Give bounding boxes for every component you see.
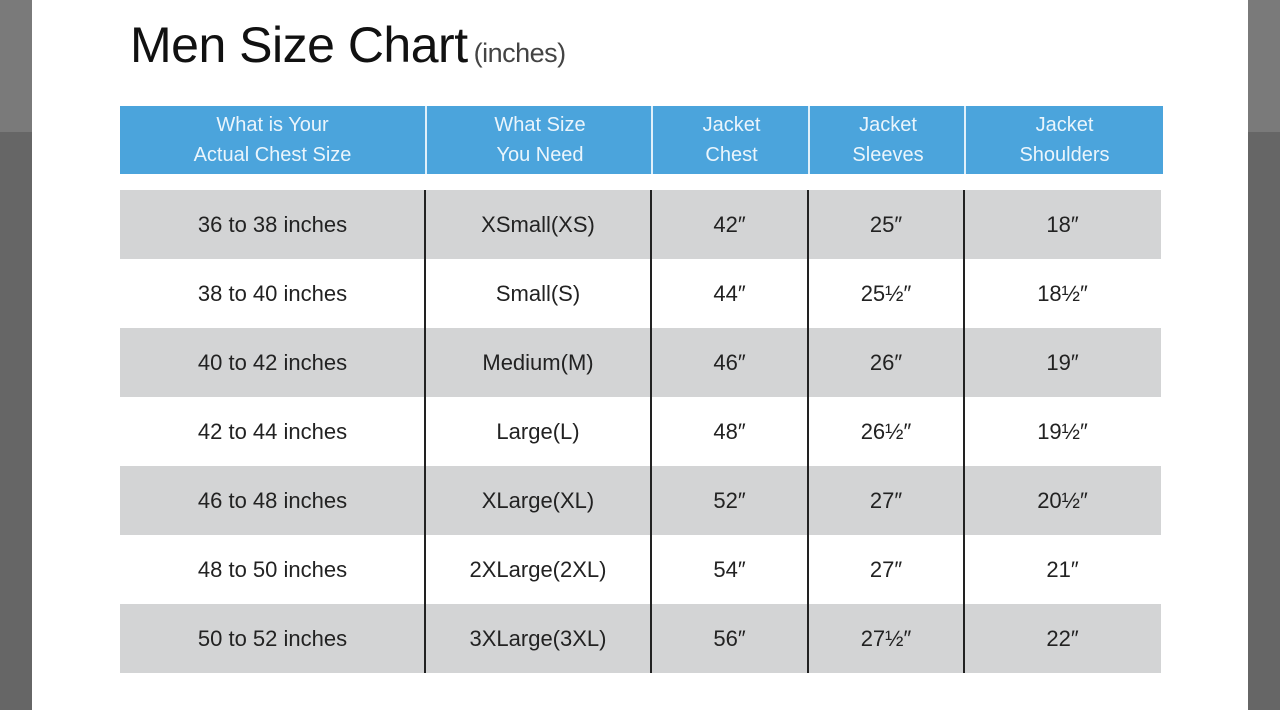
size-cell: 3XLarge(3XL): [469, 625, 607, 651]
chest-size-cell: 42 to 44 inches: [197, 418, 348, 444]
chest-size-cell: 46 to 48 inches: [197, 487, 348, 513]
size-cell: XLarge(XL): [481, 487, 595, 513]
chest-size-cell: 40 to 42 inches: [197, 349, 348, 375]
table-row: 36 to 38 inches XSmall(XS) 42″ 25″ 18″: [120, 190, 1161, 259]
jacket-chest-cell: 44″: [713, 280, 746, 306]
column-divider: [424, 190, 426, 673]
jacket-chest-cell: 46″: [713, 349, 746, 375]
jacket-shoulders-cell: 18½″: [1037, 280, 1088, 306]
jacket-sleeves-cell: 26″: [869, 349, 903, 375]
header-jacket-shoulders: Jacket Shoulders: [964, 106, 1163, 174]
jacket-shoulders-cell: 22″: [1046, 625, 1079, 651]
jacket-sleeves-cell: 27″: [869, 487, 903, 513]
jacket-sleeves-cell: 27½″: [860, 625, 912, 651]
table-row: 38 to 40 inches Small(S) 44″ 25½″ 18½″: [120, 259, 1161, 328]
unit-label: (inches): [473, 38, 567, 68]
size-cell: 2XLarge(2XL): [469, 556, 607, 582]
column-divider: [807, 190, 809, 673]
jacket-chest-cell: 42″: [713, 211, 746, 237]
jacket-chest-cell: 48″: [713, 418, 746, 444]
jacket-sleeves-cell: 25″: [869, 211, 903, 237]
header-size-needed: What Size You Need: [425, 106, 653, 174]
header-chest-size: What is Your Actual Chest Size: [120, 106, 425, 174]
chest-size-cell: 36 to 38 inches: [197, 211, 348, 237]
jacket-shoulders-cell: 18″: [1046, 211, 1079, 237]
title-text: Men Size Chart: [130, 17, 468, 73]
column-divider: [650, 190, 652, 673]
table-row: 48 to 50 inches 2XLarge(2XL) 54″ 27″ 21″: [120, 535, 1161, 604]
size-cell: Large(L): [496, 418, 580, 444]
table-row: 50 to 52 inches 3XLarge(3XL) 56″ 27½″ 22″: [120, 604, 1161, 673]
header-jacket-chest: Jacket Chest: [651, 106, 810, 174]
jacket-shoulders-cell: 21″: [1046, 556, 1079, 582]
table-row: 40 to 42 inches Medium(M) 46″ 26″ 19″: [120, 328, 1161, 397]
chest-size-cell: 38 to 40 inches: [197, 280, 348, 306]
jacket-sleeves-cell: 25½″: [860, 280, 912, 306]
column-divider: [963, 190, 965, 673]
jacket-shoulders-cell: 19″: [1046, 349, 1079, 375]
table-row: 46 to 48 inches XLarge(XL) 52″ 27″ 20½″: [120, 466, 1161, 535]
chest-size-cell: 50 to 52 inches: [197, 625, 348, 651]
chest-size-cell: 48 to 50 inches: [197, 556, 348, 582]
size-cell: Medium(M): [482, 349, 594, 375]
jacket-sleeves-cell: 26½″: [860, 418, 912, 444]
jacket-sleeves-cell: 27″: [869, 556, 903, 582]
jacket-chest-cell: 54″: [713, 556, 746, 582]
size-cell: Small(S): [495, 280, 581, 306]
jacket-chest-cell: 52″: [713, 487, 746, 513]
header-jacket-sleeves: Jacket Sleeves: [808, 106, 966, 174]
table-row: 42 to 44 inches Large(L) 48″ 26½″ 19½″: [120, 397, 1161, 466]
jacket-shoulders-cell: 19½″: [1037, 418, 1088, 444]
jacket-shoulders-cell: 20½″: [1037, 487, 1088, 513]
jacket-chest-cell: 56″: [713, 625, 746, 651]
size-cell: XSmall(XS): [481, 211, 595, 237]
chart-title: Men Size Chart (inches): [130, 16, 566, 74]
